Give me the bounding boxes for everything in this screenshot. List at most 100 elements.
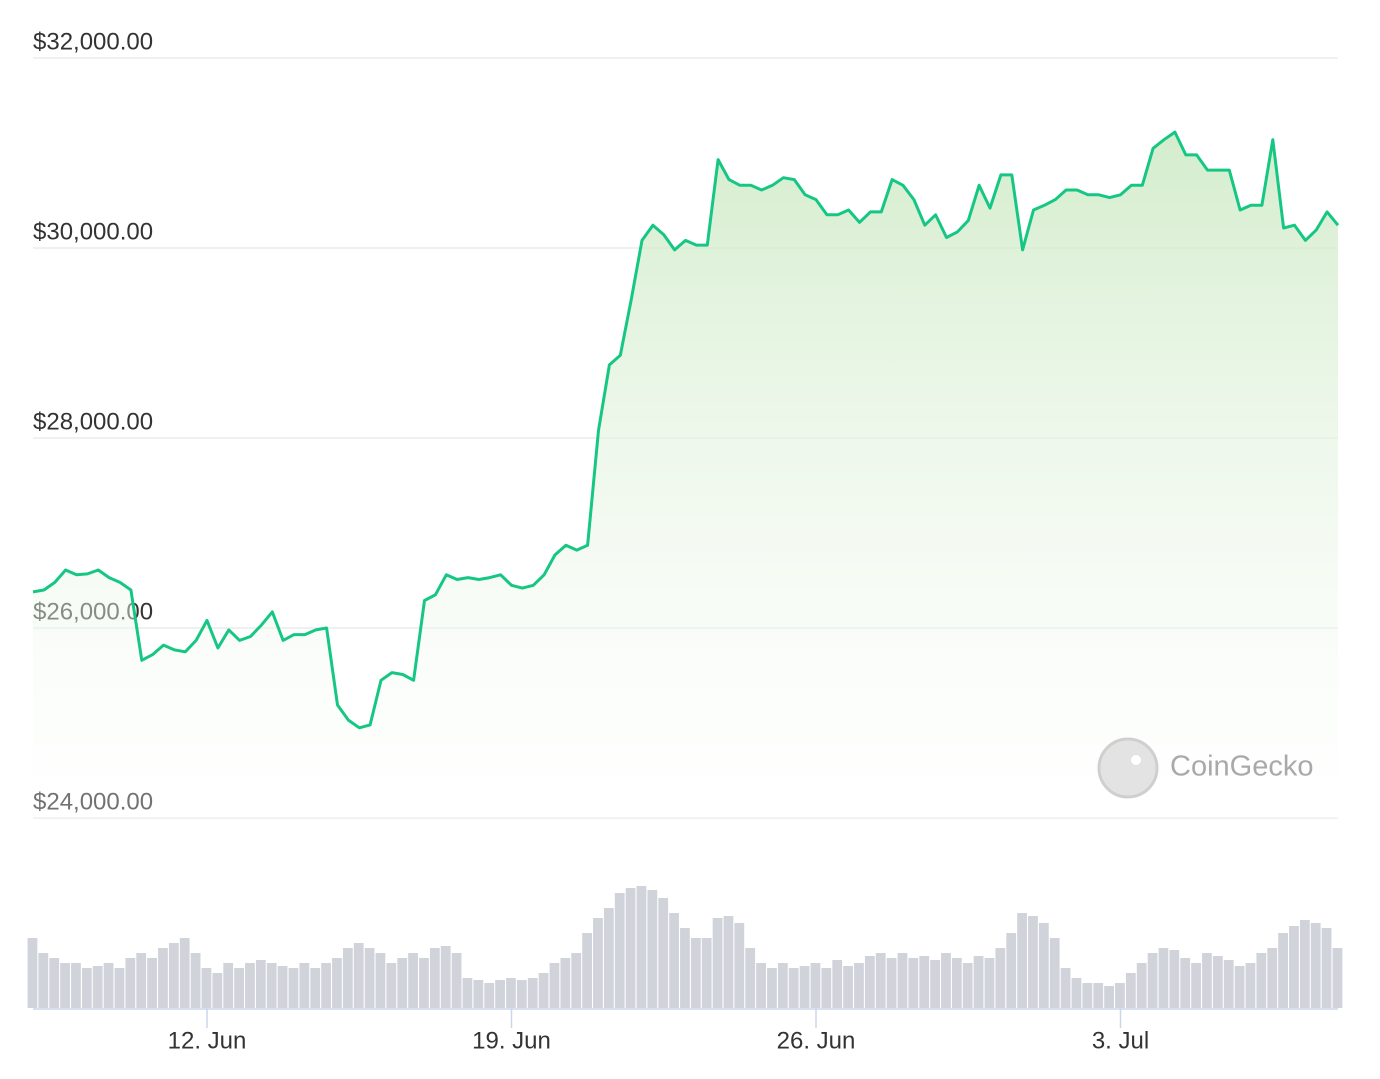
volume-bar: [234, 968, 244, 1008]
x-tick-label: 19. Jun: [472, 1027, 551, 1054]
volume-bar: [212, 973, 223, 1008]
volume-bar: [277, 966, 288, 1008]
volume-bar: [843, 966, 853, 1008]
volume-bar: [788, 968, 799, 1008]
volume-bar: [190, 953, 201, 1008]
volume-bar: [179, 938, 190, 1008]
volume-bar: [669, 913, 679, 1008]
volume-bar: [255, 960, 266, 1008]
volume-bar: [973, 956, 984, 1008]
volume-bar: [560, 958, 571, 1008]
price-area: [33, 132, 1338, 819]
volume-bar: [408, 953, 418, 1008]
volume-bar: [440, 946, 451, 1008]
volume-bar: [38, 953, 49, 1008]
volume-bar: [810, 963, 821, 1008]
volume-bar: [1256, 953, 1267, 1008]
volume-bar: [1115, 983, 1125, 1008]
volume-bar: [114, 968, 125, 1008]
volume-bar: [571, 953, 582, 1008]
volume-bar: [506, 978, 516, 1008]
volume-bar: [342, 948, 353, 1008]
volume-bar: [429, 948, 440, 1008]
volume-bar: [1028, 916, 1038, 1008]
volume-bar: [1180, 958, 1191, 1008]
x-tick-label: 3. Jul: [1092, 1027, 1149, 1054]
watermark-logo: [1097, 737, 1159, 799]
volume-bar: [397, 958, 408, 1008]
volume-bar: [1158, 948, 1169, 1008]
watermark-eye: [1131, 755, 1141, 765]
volume-bar: [1060, 968, 1071, 1008]
volume-bar: [680, 928, 690, 1008]
volume-bar: [484, 983, 495, 1008]
volume-bar: [930, 960, 940, 1008]
volume-bar: [27, 938, 38, 1008]
volume-bar: [951, 958, 962, 1008]
volume-bar: [375, 953, 386, 1008]
volume-bar: [1278, 933, 1288, 1008]
volume-bar: [941, 953, 951, 1008]
volume-bar: [919, 956, 930, 1008]
watermark: CoinGecko: [1097, 737, 1313, 799]
volume-bar: [625, 888, 636, 1008]
volume-bar: [473, 980, 484, 1008]
volume-bar: [593, 918, 603, 1008]
volume-bar: [908, 958, 919, 1008]
volume-bar: [419, 958, 429, 1008]
volume-bar: [690, 938, 701, 1008]
volume-bar: [147, 958, 157, 1008]
y-tick-label: $30,000.00: [33, 218, 153, 245]
x-tick-label: 26. Jun: [777, 1027, 856, 1054]
volume-bar: [364, 948, 375, 1008]
volume-bar: [875, 953, 886, 1008]
volume-bar: [1049, 938, 1060, 1008]
volume-bar: [1082, 983, 1093, 1008]
volume-bar: [886, 958, 897, 1008]
volume-bar: [1038, 923, 1049, 1008]
volume-bar: [223, 963, 234, 1008]
volume-bar: [1093, 983, 1104, 1008]
volume-bar: [854, 963, 864, 1008]
volume-bar: [897, 953, 908, 1008]
volume-bar: [386, 963, 397, 1008]
volume-bar: [603, 908, 614, 1008]
volume-bar: [864, 956, 875, 1008]
volume-bar: [1212, 956, 1223, 1008]
volume-bar: [756, 963, 766, 1008]
volume-bar: [984, 958, 995, 1008]
volume-bar: [158, 948, 168, 1008]
volume-bar: [701, 938, 712, 1008]
volume-bar: [288, 968, 299, 1008]
volume-bar: [1321, 928, 1332, 1008]
volume-bar: [495, 980, 505, 1008]
volume-bar: [538, 973, 549, 1008]
volume-bar: [92, 966, 103, 1008]
volume-bar: [125, 958, 136, 1008]
volume-bar: [1006, 933, 1017, 1008]
volume-bar: [60, 963, 70, 1008]
volume-bar: [658, 898, 669, 1008]
volume-bar: [266, 963, 277, 1008]
volume-bar: [1017, 913, 1027, 1008]
volume-bar: [451, 953, 462, 1008]
volume-bar: [1223, 960, 1234, 1008]
volume-bar: [1125, 973, 1136, 1008]
y-tick-label: $28,000.00: [33, 408, 153, 435]
volume-bar: [1310, 923, 1321, 1008]
volume-bar: [462, 978, 473, 1008]
volume-bar: [136, 953, 147, 1008]
volume-bar: [1332, 948, 1343, 1008]
volume-bar: [582, 933, 592, 1008]
volume-bar: [777, 963, 788, 1008]
volume-bar: [299, 963, 310, 1008]
volume-bar: [310, 968, 321, 1008]
volume-bar: [1169, 950, 1180, 1008]
volume-bar: [832, 960, 843, 1008]
volume-bar: [1147, 953, 1158, 1008]
volume-bar: [1289, 926, 1299, 1008]
volume-bar: [962, 963, 973, 1008]
volume-bar: [201, 968, 212, 1008]
volume-bar: [1104, 986, 1114, 1008]
